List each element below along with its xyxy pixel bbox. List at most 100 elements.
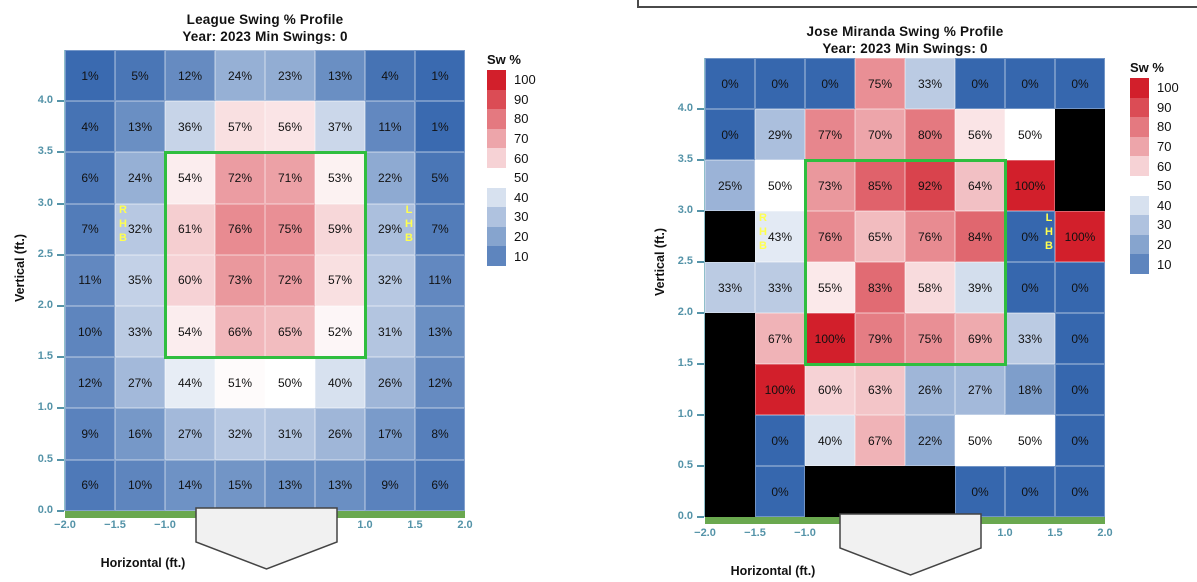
legend-swatch	[487, 70, 506, 90]
heatmap-cell: 18%	[1005, 364, 1055, 415]
y-tick-mark	[697, 465, 704, 467]
x-tick-label: −1.0	[794, 527, 816, 539]
cell-value: 37%	[327, 119, 353, 134]
heatmap-cell: 75%	[855, 58, 905, 109]
heatmap-grid: 1% 5% 12% 24% 23% 13% 4% 1% 4% 13% 36% 57% 56% 37% 11%…	[65, 50, 465, 511]
cell-value: 13%	[127, 119, 153, 134]
heatmap-cell: 72%	[265, 254, 315, 306]
heatmap-cell: 58%	[905, 262, 955, 313]
cell-value: 9%	[381, 478, 399, 493]
heatmap-cell: 60%	[165, 254, 215, 306]
legend-swatch	[487, 89, 506, 110]
heatmap-cell: 76%	[805, 211, 855, 262]
cell-value: 13%	[427, 324, 453, 339]
cell-value: 22%	[917, 433, 943, 448]
legend-swatch	[487, 187, 506, 208]
heatmap-cell: 12%	[415, 357, 465, 409]
legend-swatch	[1130, 254, 1149, 274]
y-tick-label: 2.5	[37, 247, 53, 260]
x-axis-title: Horizontal (ft.)	[100, 556, 186, 570]
cell-value: 35%	[127, 273, 153, 288]
y-tick-label: 0.5	[37, 452, 53, 465]
legend-item: 30	[487, 207, 536, 227]
cell-value: 73%	[817, 178, 843, 193]
cell-value: 0%	[1021, 280, 1039, 295]
heatmap-cell: 0%	[1005, 58, 1055, 109]
y-tick-label: 3.5	[37, 145, 53, 158]
y-tick-label: 2.0	[37, 299, 53, 311]
cell-value: 54%	[177, 170, 203, 185]
handedness-letter: B	[119, 232, 127, 244]
cell-value: 4%	[81, 119, 99, 134]
heatmap-cell: 13%	[115, 101, 165, 153]
cell-value: 69%	[967, 331, 993, 346]
heatmap-cell: 6%	[65, 459, 115, 511]
player-search-input-partial[interactable]	[637, 0, 1197, 8]
cell-value: 84%	[967, 229, 993, 244]
heatmap-cell: 6%	[65, 152, 115, 204]
heatmap-cell: 31%	[365, 305, 415, 358]
legend-tick-label: 50	[514, 170, 529, 186]
cell-value: 76%	[917, 229, 943, 244]
heatmap-cell: 100%	[1055, 211, 1105, 262]
legend-tick-label: 60	[1157, 158, 1172, 174]
y-tick-mark	[57, 253, 64, 256]
cell-value: 5%	[131, 68, 149, 83]
heatmap-cell: 1%	[415, 101, 465, 153]
legend-item: 50	[1130, 175, 1179, 196]
heatmap-cell	[705, 364, 755, 415]
cell-value: 11%	[378, 119, 402, 134]
y-axis-title: Vertical (ft.)	[653, 227, 667, 297]
legend-swatch	[1130, 117, 1149, 137]
handedness-letter: L	[1045, 212, 1053, 224]
x-tick-label: −1.0	[154, 519, 176, 531]
legend-tick-label: 40	[514, 189, 529, 205]
heatmap-cell: 22%	[905, 415, 955, 466]
cell-value: 16%	[127, 426, 153, 441]
heatmap-cell: 57%	[215, 101, 265, 153]
heatmap-cell: 57%	[315, 254, 365, 306]
cell-value: 5%	[431, 170, 449, 185]
handedness-letter: H	[1045, 226, 1053, 238]
cell-value: 29%	[767, 127, 793, 142]
x-tick-label: 1.5	[1047, 527, 1063, 539]
cell-value: 18%	[1017, 382, 1043, 397]
cell-value: 24%	[127, 170, 153, 185]
legend-swatch	[487, 148, 506, 168]
heatmap-cell: 43%	[755, 211, 805, 262]
cell-value: 27%	[967, 382, 993, 397]
cell-value: 0%	[1071, 433, 1089, 448]
heatmap-cell: 76%	[215, 203, 265, 255]
legend-swatch	[1130, 78, 1149, 98]
legend-swatch	[1130, 136, 1149, 157]
legend-tick-label: 10	[514, 248, 529, 264]
cell-value: 65%	[277, 324, 303, 339]
handedness-letter: H	[119, 218, 127, 230]
y-tick-mark	[697, 210, 704, 212]
legend: 100 90 80 70 60 50 40 30 20 10	[1130, 78, 1179, 274]
cell-value: 0%	[1071, 331, 1089, 346]
cell-value: 60%	[177, 273, 203, 288]
heatmap-cell: 36%	[165, 101, 215, 153]
heatmap-cell: 33%	[1005, 313, 1055, 364]
heatmap-cell: 0%	[755, 466, 805, 517]
y-tick-mark	[57, 202, 64, 205]
heatmap-cell: 0%	[955, 58, 1005, 109]
heatmap-cell: 50%	[955, 415, 1005, 466]
heatmap-cell: 0%	[1005, 466, 1055, 517]
legend-item: 60	[1130, 156, 1179, 176]
cell-value: 27%	[127, 375, 153, 390]
cell-value: 33%	[717, 280, 743, 295]
legend-item: 10	[1130, 254, 1179, 274]
heatmap-cell: 27%	[165, 408, 215, 460]
cell-value: 9%	[81, 426, 99, 441]
heatmap-cell: 33%	[115, 305, 165, 358]
cell-value: 71%	[277, 170, 303, 185]
cell-value: 75%	[277, 222, 303, 237]
y-tick-mark	[57, 100, 64, 103]
cell-value: 57%	[327, 273, 353, 288]
heatmap-cell: 1%	[65, 50, 115, 102]
heatmap-cell	[905, 466, 955, 517]
